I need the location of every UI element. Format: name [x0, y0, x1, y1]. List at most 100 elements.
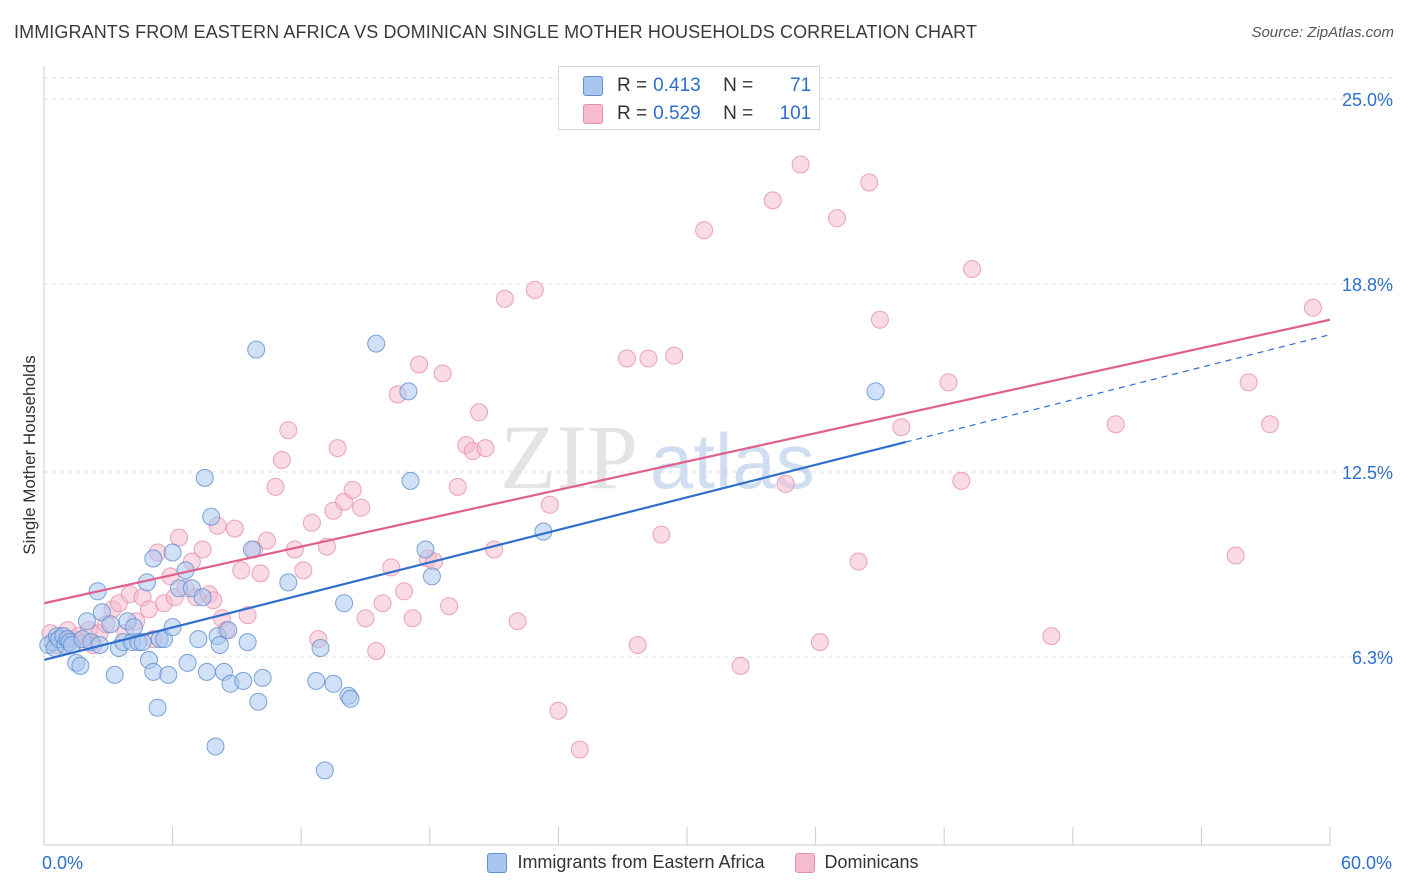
point-dominicans: [470, 403, 489, 422]
point-dominicans: [395, 582, 414, 601]
watermark-atlas: atlas: [650, 417, 815, 505]
legend-n-label: N =: [723, 103, 754, 124]
point-eastern-africa: [193, 588, 212, 607]
legend-item-label: Immigrants from Eastern Africa: [517, 852, 765, 872]
point-eastern-africa: [399, 382, 418, 401]
y-tick-label: 6.3%: [1352, 648, 1393, 668]
point-dominicans: [1261, 415, 1279, 434]
x-tick-label-min: 0.0%: [42, 853, 84, 873]
legend-n-value: 101: [779, 103, 812, 124]
legend-r-label: R =: [617, 103, 648, 124]
stats-legend: R = 0.413 N = 71 R = 0.529 N = 101: [558, 66, 820, 130]
point-dominicans: [352, 498, 371, 517]
point-eastern-africa: [144, 662, 163, 681]
point-eastern-africa: [125, 618, 143, 637]
point-dominicans: [952, 471, 971, 490]
point-eastern-africa: [307, 671, 326, 690]
point-eastern-africa: [178, 653, 197, 672]
point-dominicans: [828, 209, 846, 228]
point-eastern-africa: [315, 761, 334, 780]
point-dominicans: [570, 740, 589, 759]
point-dominicans: [810, 633, 829, 652]
point-dominicans: [791, 155, 810, 174]
point-dominicans: [618, 349, 636, 368]
point-dominicans: [476, 439, 495, 458]
point-dominicans: [140, 600, 158, 619]
point-eastern-africa: [253, 668, 272, 687]
legend-row-blue: R = 0.413 N = 71: [583, 74, 811, 98]
point-eastern-africa: [202, 507, 221, 526]
series-legend: Immigrants from Eastern Africa Dominican…: [0, 852, 1406, 873]
point-dominicans: [367, 642, 386, 660]
legend-r-value: 0.529: [653, 103, 701, 124]
point-dominicans: [170, 528, 188, 547]
point-eastern-africa: [210, 636, 229, 654]
point-dominicans: [272, 451, 291, 469]
point-dominicans: [776, 474, 795, 493]
point-dominicans: [963, 260, 982, 278]
trend-layer: [43, 318, 1331, 662]
point-eastern-africa: [206, 737, 225, 756]
legend-item-dominicans: Dominicans: [794, 852, 919, 873]
point-dominicans: [328, 439, 347, 458]
point-dominicans: [731, 656, 750, 675]
point-eastern-africa: [247, 340, 266, 359]
blue-swatch: [487, 852, 508, 873]
point-eastern-africa: [159, 665, 178, 684]
legend-row-pink: R = 0.529 N = 101: [583, 102, 811, 126]
point-dominicans: [440, 597, 459, 616]
point-dominicans: [525, 280, 544, 299]
point-eastern-africa: [144, 549, 163, 568]
point-dominicans: [1226, 546, 1245, 565]
trendline-eastern-africa: [43, 441, 906, 662]
point-dominicans: [257, 531, 276, 550]
legend-n-label: N =: [723, 75, 754, 96]
legend-n-value: 71: [790, 75, 812, 96]
point-eastern-africa: [249, 692, 268, 711]
point-eastern-africa: [133, 633, 152, 652]
point-eastern-africa: [101, 615, 120, 634]
point-eastern-africa: [324, 674, 343, 693]
points-layer: [39, 155, 1322, 780]
point-dominicans: [279, 421, 298, 440]
point-dominicans: [251, 564, 270, 583]
point-eastern-africa: [401, 471, 420, 490]
point-dominicans: [448, 477, 467, 496]
point-dominicans: [860, 173, 879, 192]
point-dominicans: [665, 346, 684, 365]
point-eastern-africa: [279, 573, 298, 592]
point-dominicans: [1106, 415, 1125, 434]
point-eastern-africa: [311, 639, 330, 657]
legend-r-label: R =: [617, 75, 648, 96]
point-eastern-africa: [105, 665, 124, 684]
point-dominicans: [238, 606, 257, 625]
point-dominicans: [403, 609, 422, 628]
point-dominicans: [1042, 627, 1061, 646]
legend-item-label: Dominicans: [824, 852, 919, 872]
source-credit: Source: ZipAtlas.com: [1251, 24, 1394, 41]
pink-swatch: [583, 104, 603, 124]
point-dominicans: [225, 519, 244, 538]
point-dominicans: [849, 552, 868, 571]
point-eastern-africa: [335, 594, 354, 613]
point-eastern-africa: [163, 543, 182, 562]
point-dominicans: [1239, 373, 1258, 392]
point-eastern-africa: [195, 468, 214, 487]
point-eastern-africa: [238, 633, 257, 652]
point-eastern-africa: [234, 671, 253, 690]
blue-swatch: [583, 76, 603, 96]
point-eastern-africa: [189, 630, 208, 649]
point-dominicans: [1303, 298, 1322, 317]
axis-layer: 6.3% 12.5% 18.8% 25.0%: [43, 66, 1393, 846]
point-dominicans: [939, 373, 958, 392]
point-eastern-africa: [416, 540, 435, 559]
y-tick-label: 25.0%: [1342, 90, 1393, 110]
point-dominicans: [508, 612, 527, 631]
watermark-zip: ZIP: [500, 406, 638, 508]
point-dominicans: [628, 636, 647, 654]
y-tick-label: 12.5%: [1342, 463, 1393, 483]
point-eastern-africa: [422, 567, 441, 586]
point-eastern-africa: [197, 662, 216, 681]
chart-title: IMMIGRANTS FROM EASTERN AFRICA VS DOMINI…: [14, 22, 978, 42]
